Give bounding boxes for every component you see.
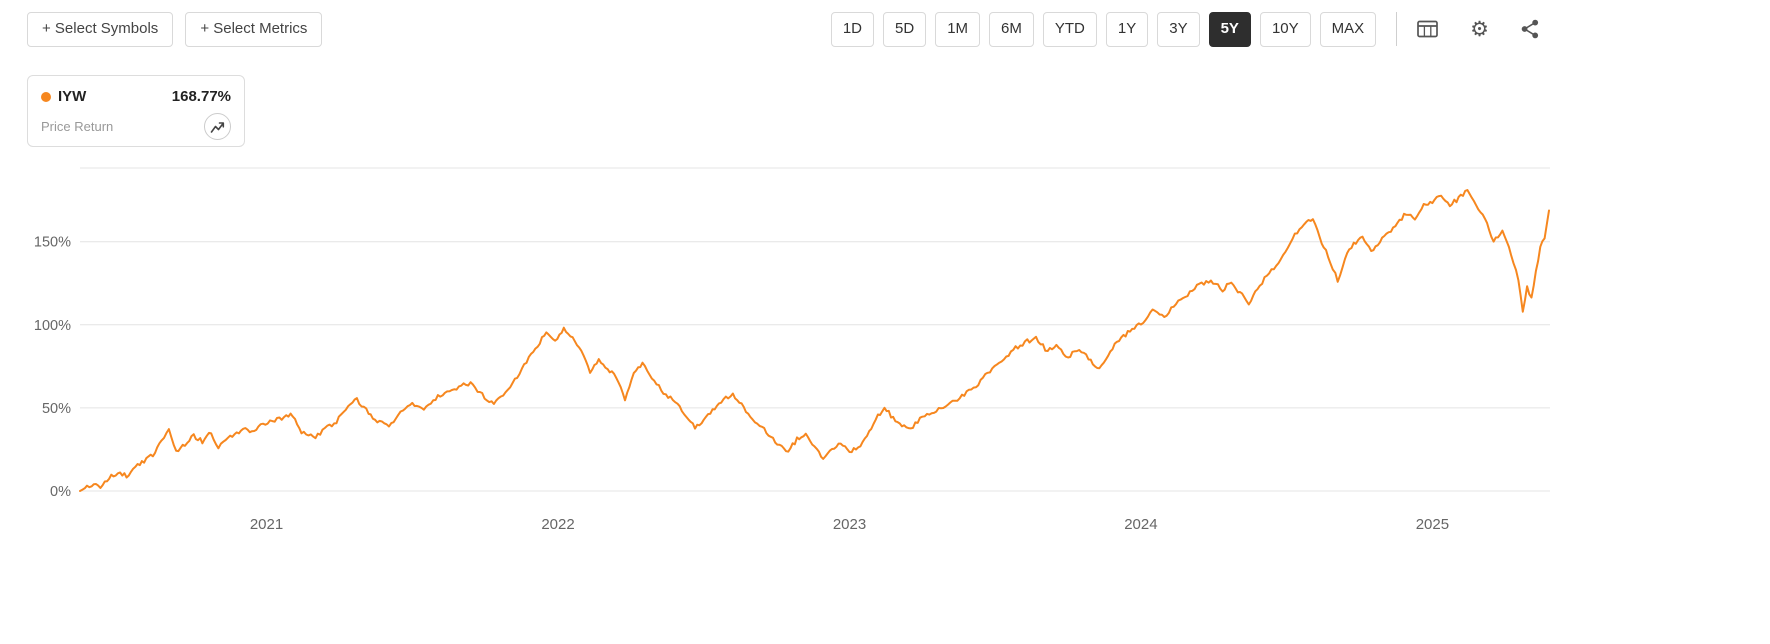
- series-metric-label: Price Return: [41, 119, 114, 134]
- range-button-5d[interactable]: 5D: [883, 12, 927, 47]
- chart-type-button[interactable]: [204, 113, 231, 140]
- series-value: 168.77%: [171, 88, 231, 105]
- legend-metric-row: Price Return: [41, 113, 231, 140]
- toolbar-right: 1D 5D 1M 6M YTD 1Y 3Y 5Y 10Y MAX ⚙: [822, 12, 1543, 47]
- range-button-3y[interactable]: 3Y: [1157, 12, 1200, 47]
- x-tick-label: 2024: [1124, 516, 1157, 533]
- range-button-ytd[interactable]: YTD: [1042, 12, 1097, 47]
- x-tick-label: 2021: [250, 516, 283, 533]
- y-tick-label: 150%: [34, 235, 71, 251]
- range-button-1d[interactable]: 1D: [830, 12, 874, 47]
- series-color-dot: [41, 91, 51, 102]
- y-tick-label: 100%: [34, 318, 71, 334]
- legend-card: IYW 168.77% Price Return: [27, 75, 245, 147]
- select-metrics-button[interactable]: + Select Metrics: [185, 12, 323, 47]
- y-tick-label: 0%: [50, 484, 71, 500]
- table-icon: [1417, 20, 1439, 38]
- toolbar: + Select Symbols + Select Metrics 1D 5D 1M…: [27, 12, 1543, 47]
- x-tick-label: 2023: [833, 516, 866, 533]
- range-button-max[interactable]: MAX: [1319, 12, 1377, 47]
- select-symbols-button[interactable]: + Select Symbols: [27, 12, 174, 47]
- share-button[interactable]: [1517, 15, 1543, 43]
- range-button-5y[interactable]: 5Y: [1208, 12, 1251, 47]
- range-button-6m[interactable]: 6M: [989, 12, 1034, 47]
- x-tick-label: 2022: [541, 516, 574, 533]
- x-tick-label: 2025: [1416, 516, 1449, 533]
- legend-series-row: IYW 168.77%: [41, 88, 231, 105]
- line-chart-icon: [210, 121, 225, 133]
- settings-icon: ⚙: [1470, 17, 1489, 41]
- series-line-iyw: [79, 189, 1550, 492]
- table-view-button[interactable]: [1413, 16, 1442, 42]
- series-symbol: IYW: [58, 88, 87, 105]
- range-button-1m[interactable]: 1M: [935, 12, 981, 47]
- toolbar-left: + Select Symbols + Select Metrics: [27, 12, 323, 47]
- share-icon: [1521, 19, 1539, 39]
- price-return-chart[interactable]: 0% 50% 100% 150% 2021 2022 2023 2024 2025: [0, 161, 1770, 639]
- range-button-1y[interactable]: 1Y: [1105, 12, 1149, 47]
- range-button-10y[interactable]: 10Y: [1259, 12, 1311, 47]
- range-buttons: 1D 5D 1M 6M YTD 1Y 3Y 5Y 10Y MAX: [822, 12, 1377, 47]
- settings-button[interactable]: ⚙: [1466, 15, 1493, 44]
- toolbar-divider: [1396, 12, 1398, 47]
- y-tick-label: 50%: [42, 401, 71, 417]
